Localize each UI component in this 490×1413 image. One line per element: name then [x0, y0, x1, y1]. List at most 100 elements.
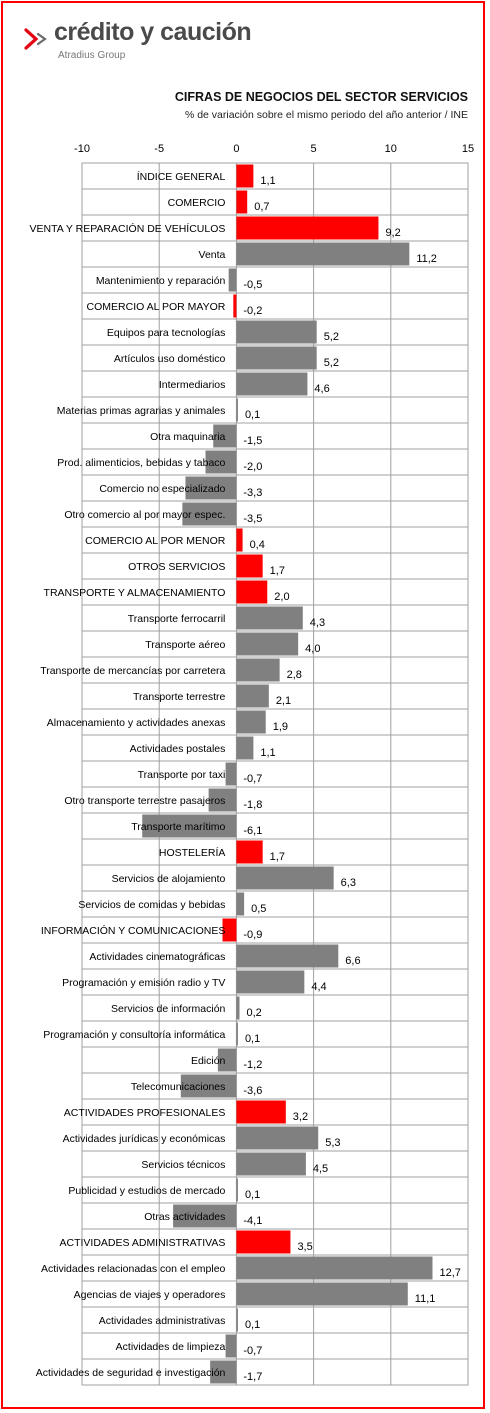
- value-label: -4,1: [243, 1215, 262, 1227]
- category-label: Prod. alimenticios, bebidas y tabaco: [57, 457, 225, 469]
- value-label: 0,1: [245, 1033, 260, 1045]
- bar: [236, 398, 238, 422]
- brand-tagline: Atradius Group: [58, 50, 126, 61]
- value-label: 2,8: [287, 669, 302, 681]
- x-tick-label: -10: [74, 143, 90, 155]
- value-label: 2,1: [276, 695, 291, 707]
- category-label: Transporte terrestre: [133, 691, 226, 703]
- bar: [236, 1022, 238, 1046]
- value-label: 4,4: [311, 981, 326, 993]
- value-label: 0,7: [254, 201, 269, 213]
- category-label: Otra maquinaria: [150, 431, 225, 443]
- category-label: ACTIVIDADES ADMINISTRATIVAS: [60, 1237, 226, 1249]
- category-label: Edición: [191, 1055, 226, 1067]
- brand-mark-icon: [24, 28, 47, 50]
- bar: [236, 190, 248, 214]
- bar: [236, 658, 280, 682]
- category-label: OTROS SERVICIOS: [128, 561, 225, 573]
- bar: [236, 1126, 319, 1150]
- value-label: 1,7: [270, 565, 285, 577]
- bar: [236, 892, 245, 916]
- category-label: ÍNDICE GENERAL: [137, 170, 226, 183]
- bar: [236, 1230, 291, 1254]
- brand-name: crédito y caución: [54, 18, 252, 46]
- bar: [236, 632, 299, 656]
- bar: [210, 1360, 237, 1384]
- category-label: TRANSPORTE Y ALMACENAMIENTO: [44, 587, 226, 599]
- category-label: Servicios técnicos: [141, 1159, 225, 1171]
- category-label: Transporte de mercancías por carretera: [40, 665, 225, 677]
- bar: [236, 1256, 433, 1280]
- value-label: 3,2: [293, 1111, 308, 1123]
- bar: [236, 346, 317, 370]
- value-label: -1,2: [243, 1059, 262, 1071]
- bar: [236, 866, 334, 890]
- bar: [228, 268, 237, 292]
- bar: [236, 216, 379, 240]
- bar: [236, 1178, 238, 1202]
- value-label: -0,7: [243, 1345, 262, 1357]
- category-label: Otras actividades: [144, 1211, 225, 1223]
- category-label: Actividades de seguridad e investigación: [36, 1367, 226, 1379]
- bar: [182, 502, 237, 526]
- category-label: Otro comercio al por mayor espec.: [64, 509, 225, 521]
- value-label: -1,8: [243, 799, 262, 811]
- value-label: 0,1: [245, 1189, 260, 1201]
- value-label: -3,6: [243, 1085, 262, 1097]
- category-label: Publicidad y estudios de mercado: [68, 1185, 225, 1197]
- category-label: COMERCIO AL POR MENOR: [85, 535, 226, 547]
- category-label: Transporte aéreo: [145, 639, 225, 651]
- value-label: 11,2: [416, 253, 437, 265]
- category-label: VENTA Y REPARACIÓN DE VEHÍCULOS: [30, 222, 226, 235]
- bar: [236, 528, 243, 552]
- category-label: Servicios de información: [111, 1003, 226, 1015]
- value-label: 4,6: [314, 383, 329, 395]
- value-label: 5,2: [324, 357, 339, 369]
- value-label: -3,3: [243, 487, 262, 499]
- value-label: -1,5: [243, 435, 262, 447]
- value-label: 3,5: [297, 1241, 312, 1253]
- value-label: 1,7: [270, 851, 285, 863]
- bar: [213, 424, 237, 448]
- bar: [208, 788, 237, 812]
- bar: [173, 1204, 237, 1228]
- chart-subtitle: % de variación sobre el mismo periodo de…: [184, 109, 468, 121]
- value-label: 5,3: [325, 1137, 340, 1149]
- category-label: Mantenimiento y reparación: [96, 275, 226, 287]
- category-label: Transporte marítimo: [131, 821, 225, 833]
- chart-title: CIFRAS DE NEGOCIOS DEL SECTOR SERVICIOS: [174, 90, 468, 104]
- category-label: Telecomunicaciones: [131, 1081, 226, 1093]
- bar: [236, 710, 266, 734]
- category-label: Artículos uso doméstico: [114, 353, 226, 365]
- bar: [236, 1308, 238, 1332]
- value-label: -0,9: [243, 929, 262, 941]
- bar: [236, 580, 268, 604]
- x-tick-label: 15: [462, 143, 474, 155]
- category-label: Programación y emisión radio y TV: [62, 977, 225, 989]
- category-label: Intermediarios: [159, 379, 226, 391]
- category-label: Equipos para tecnologías: [107, 327, 226, 339]
- category-label: HOSTELERÍA: [159, 846, 226, 859]
- category-label: INFORMACIÓN Y COMUNICACIONES: [41, 924, 226, 937]
- category-label: Almacenamiento y actividades anexas: [47, 717, 226, 729]
- category-label: Transporte por taxi: [138, 769, 226, 781]
- x-tick-label: 5: [311, 143, 317, 155]
- value-label: 11,1: [415, 1293, 436, 1305]
- category-label: Actividades jurídicas y económicas: [63, 1133, 226, 1145]
- value-label: -6,1: [243, 825, 262, 837]
- value-label: 9,2: [385, 227, 400, 239]
- value-label: 1,1: [260, 747, 275, 759]
- category-label: Servicios de comidas y bebidas: [78, 899, 225, 911]
- category-label: Actividades administrativas: [99, 1315, 226, 1327]
- bar: [236, 372, 308, 396]
- bar: [236, 684, 269, 708]
- category-label: Comercio no especializado: [99, 483, 225, 495]
- bar: [233, 294, 237, 318]
- bar: [236, 1100, 286, 1124]
- value-label: -0,7: [243, 773, 262, 785]
- category-label: Actividades de limpieza: [116, 1341, 226, 1353]
- category-label: Actividades postales: [130, 743, 226, 755]
- value-label: 0,4: [250, 539, 265, 551]
- value-label: 4,5: [313, 1163, 328, 1175]
- value-label: 12,7: [439, 1267, 460, 1279]
